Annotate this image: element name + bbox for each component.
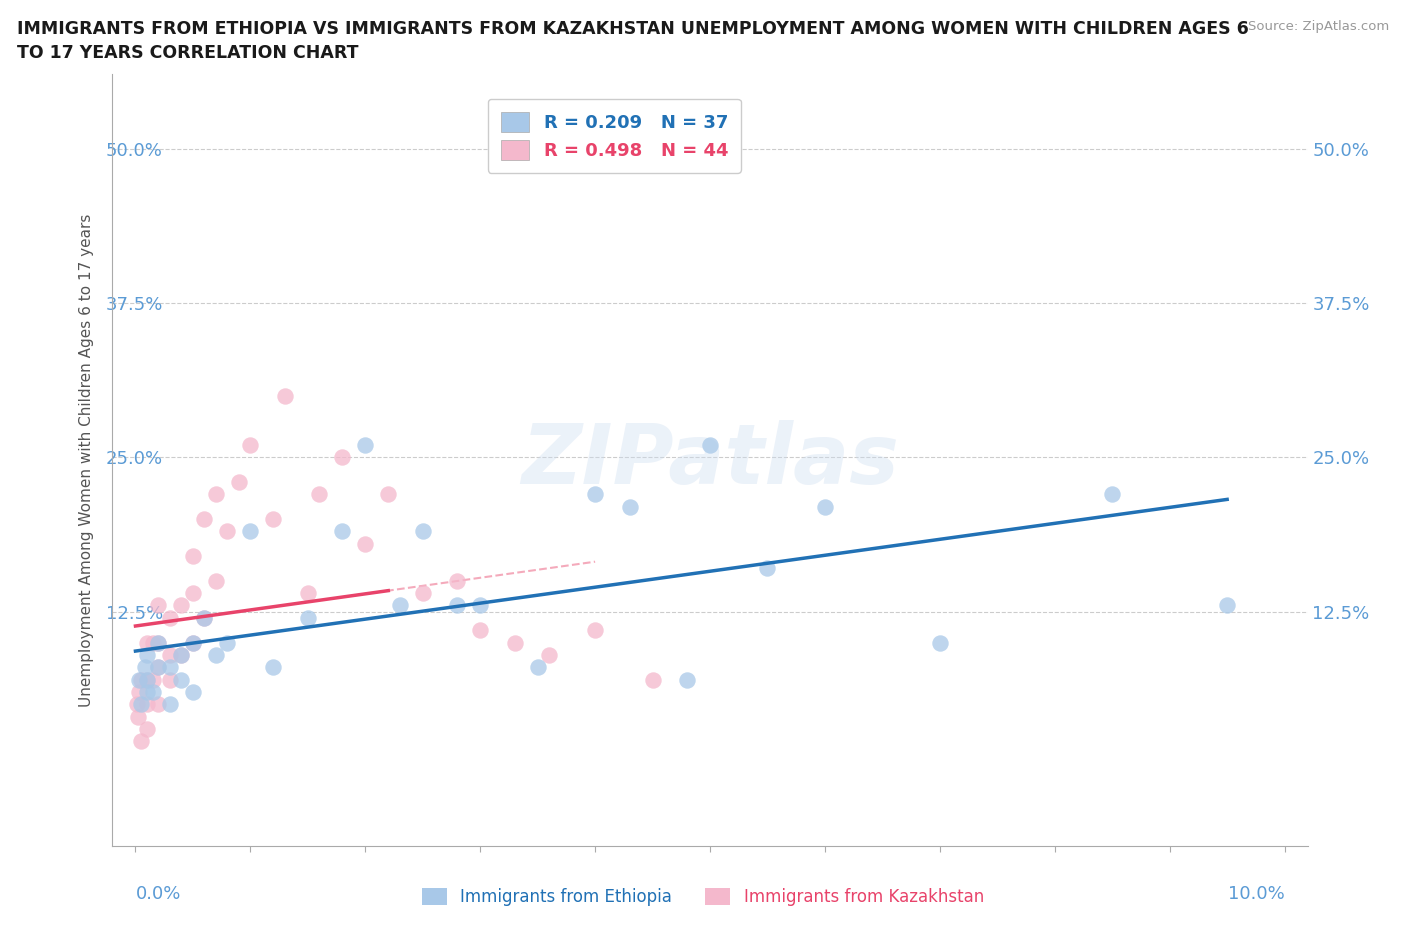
Point: [503, 635, 526, 650]
Point: [1216, 598, 1239, 613]
Point: [330, 524, 353, 538]
Point: [239, 524, 262, 538]
Point: [136, 647, 159, 662]
Point: [136, 635, 159, 650]
Point: [170, 672, 193, 687]
Point: [297, 586, 319, 601]
Point: [142, 684, 165, 699]
Point: [388, 598, 411, 613]
Point: [159, 672, 181, 687]
Point: [205, 487, 228, 502]
Point: [170, 647, 193, 662]
Point: [127, 710, 149, 724]
Point: [308, 487, 330, 502]
Legend: Immigrants from Ethiopia, Immigrants from Kazakhstan: Immigrants from Ethiopia, Immigrants fro…: [415, 881, 991, 912]
Point: [181, 586, 204, 601]
Point: [297, 610, 319, 625]
Y-axis label: Unemployment Among Women with Children Ages 6 to 17 years: Unemployment Among Women with Children A…: [79, 214, 94, 707]
Point: [136, 697, 159, 711]
Point: [148, 659, 170, 674]
Point: [134, 659, 156, 674]
Text: 10.0%: 10.0%: [1227, 885, 1285, 903]
Point: [217, 524, 239, 538]
Point: [181, 549, 204, 564]
Point: [159, 659, 181, 674]
Point: [412, 586, 434, 601]
Text: Source: ZipAtlas.com: Source: ZipAtlas.com: [1249, 20, 1389, 33]
Text: TO 17 YEARS CORRELATION CHART: TO 17 YEARS CORRELATION CHART: [17, 44, 359, 61]
Point: [148, 697, 170, 711]
Point: [470, 623, 492, 638]
Point: [928, 635, 950, 650]
Point: [470, 598, 492, 613]
Point: [814, 499, 837, 514]
Point: [136, 672, 159, 687]
Point: [129, 734, 152, 749]
Point: [446, 573, 468, 588]
Point: [193, 512, 215, 526]
Text: ZIPatlas: ZIPatlas: [522, 419, 898, 501]
Point: [128, 684, 150, 699]
Point: [148, 635, 170, 650]
Point: [136, 722, 159, 737]
Point: [129, 672, 152, 687]
Point: [159, 697, 181, 711]
Point: [756, 561, 779, 576]
Point: [239, 437, 262, 452]
Point: [412, 524, 434, 538]
Point: [526, 659, 548, 674]
Point: [446, 598, 468, 613]
Point: [538, 647, 561, 662]
Point: [129, 697, 152, 711]
Point: [228, 474, 250, 489]
Point: [205, 647, 228, 662]
Point: [159, 647, 181, 662]
Point: [181, 635, 204, 650]
Point: [583, 623, 606, 638]
Point: [142, 635, 165, 650]
Point: [193, 610, 215, 625]
Point: [262, 512, 284, 526]
Text: 0.0%: 0.0%: [135, 885, 181, 903]
Point: [377, 487, 399, 502]
Point: [330, 450, 353, 465]
Point: [170, 647, 193, 662]
Point: [676, 672, 699, 687]
Point: [205, 573, 228, 588]
Point: [170, 598, 193, 613]
Point: [354, 437, 377, 452]
Point: [136, 672, 159, 687]
Point: [142, 672, 165, 687]
Point: [136, 684, 159, 699]
Point: [159, 610, 181, 625]
Text: IMMIGRANTS FROM ETHIOPIA VS IMMIGRANTS FROM KAZAKHSTAN UNEMPLOYMENT AMONG WOMEN : IMMIGRANTS FROM ETHIOPIA VS IMMIGRANTS F…: [17, 20, 1249, 38]
Point: [148, 635, 170, 650]
Point: [148, 659, 170, 674]
Point: [148, 598, 170, 613]
Point: [181, 684, 204, 699]
Point: [274, 388, 297, 403]
Point: [217, 635, 239, 650]
Point: [128, 672, 150, 687]
Point: [125, 697, 148, 711]
Point: [619, 499, 641, 514]
Point: [354, 537, 377, 551]
Point: [1101, 487, 1123, 502]
Point: [262, 659, 284, 674]
Point: [699, 437, 721, 452]
Point: [181, 635, 204, 650]
Point: [193, 610, 215, 625]
Point: [641, 672, 664, 687]
Legend: R = 0.209   N = 37, R = 0.498   N = 44: R = 0.209 N = 37, R = 0.498 N = 44: [488, 99, 741, 173]
Point: [583, 487, 606, 502]
